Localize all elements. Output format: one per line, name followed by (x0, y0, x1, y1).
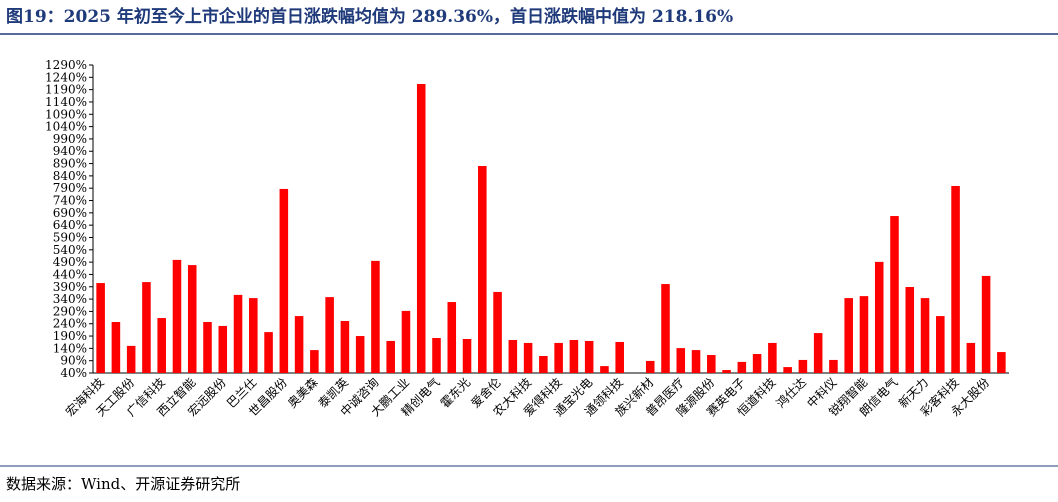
y-tick-label: 840% (53, 169, 87, 183)
bar (172, 259, 182, 373)
y-tick-label: 540% (53, 243, 87, 257)
bar (997, 352, 1006, 373)
bar (355, 336, 365, 373)
y-tick-label: 990% (53, 132, 87, 146)
bar (187, 265, 197, 373)
bar (676, 348, 686, 373)
bar (768, 342, 777, 373)
source: 数据来源：Wind、开源证券研究所 (6, 475, 240, 493)
bar (310, 350, 319, 373)
y-tick-label: 1240% (45, 70, 87, 84)
bar (371, 260, 380, 373)
y-tick-label: 790% (53, 181, 87, 195)
bar (478, 166, 487, 373)
bar (905, 287, 915, 373)
bar (661, 284, 670, 373)
y-tick-label: 690% (53, 206, 87, 220)
bar (539, 355, 548, 373)
bar (203, 321, 212, 373)
bar (233, 294, 243, 373)
bar (798, 359, 808, 373)
bar (844, 298, 853, 373)
bar (584, 340, 594, 373)
bar (890, 216, 899, 373)
y-tick-label: 590% (53, 230, 87, 244)
y-tick-label: 890% (53, 157, 87, 171)
y-tick-label: 740% (53, 194, 87, 208)
bar (600, 366, 609, 373)
bar (386, 340, 395, 373)
bar (416, 83, 426, 373)
bar (294, 316, 304, 373)
bar (325, 297, 334, 373)
bar (691, 350, 701, 373)
y-tick-label: 390% (53, 280, 87, 294)
y-tick-label: 290% (53, 304, 87, 318)
y-tick-label: 440% (53, 267, 87, 281)
bar (645, 360, 655, 373)
bar (859, 296, 869, 373)
bar (508, 339, 518, 373)
y-tick-label: 1040% (45, 120, 87, 134)
y-tick-label: 1140% (45, 95, 87, 109)
bar (752, 354, 762, 373)
bar (157, 318, 166, 373)
bar (829, 359, 838, 373)
bar (432, 338, 441, 373)
bar (569, 339, 579, 373)
bar (142, 282, 151, 373)
bar (554, 342, 563, 373)
bar (813, 333, 823, 373)
y-tick-label: 490% (53, 255, 87, 269)
y-tick-label: 1290% (45, 58, 87, 72)
bar (493, 291, 502, 373)
bar (249, 298, 258, 373)
bar (218, 325, 228, 373)
bar (615, 341, 624, 373)
x-tick-label: 奥美森 (284, 375, 320, 411)
bar (462, 338, 472, 373)
bar (111, 321, 121, 373)
chart-title: 图19：2025 年初至今上市企业的首日涨跌幅均值为 289.36%，首日涨跌幅… (6, 6, 733, 27)
y-tick-label: 640% (53, 218, 87, 232)
x-tick-label: 鸿仕达 (774, 375, 809, 410)
y-tick-label: 90% (60, 354, 87, 368)
bar (981, 275, 991, 373)
bar (936, 316, 945, 373)
bar (126, 345, 136, 373)
bar (920, 298, 930, 373)
bar (966, 342, 976, 373)
y-tick-label: 1090% (45, 107, 87, 121)
x-tick-label: 霍东光 (438, 375, 473, 410)
bar (707, 355, 716, 373)
y-tick-label: 340% (53, 292, 87, 306)
bar (874, 261, 884, 373)
y-tick-label: 1190% (45, 83, 87, 97)
bar (737, 361, 747, 373)
bar (523, 342, 533, 373)
bar (951, 185, 960, 373)
y-tick-label: 40% (60, 366, 87, 380)
y-tick-label: 940% (53, 144, 87, 158)
bar (722, 370, 731, 373)
bar (783, 367, 792, 373)
y-tick-label: 240% (53, 317, 87, 331)
bar (279, 188, 289, 373)
y-tick-label: 190% (53, 329, 87, 343)
bar (340, 321, 350, 373)
bar (264, 332, 273, 373)
y-tick-label: 140% (53, 341, 87, 355)
bar (447, 302, 457, 373)
bar (96, 283, 105, 373)
bar (401, 310, 411, 373)
